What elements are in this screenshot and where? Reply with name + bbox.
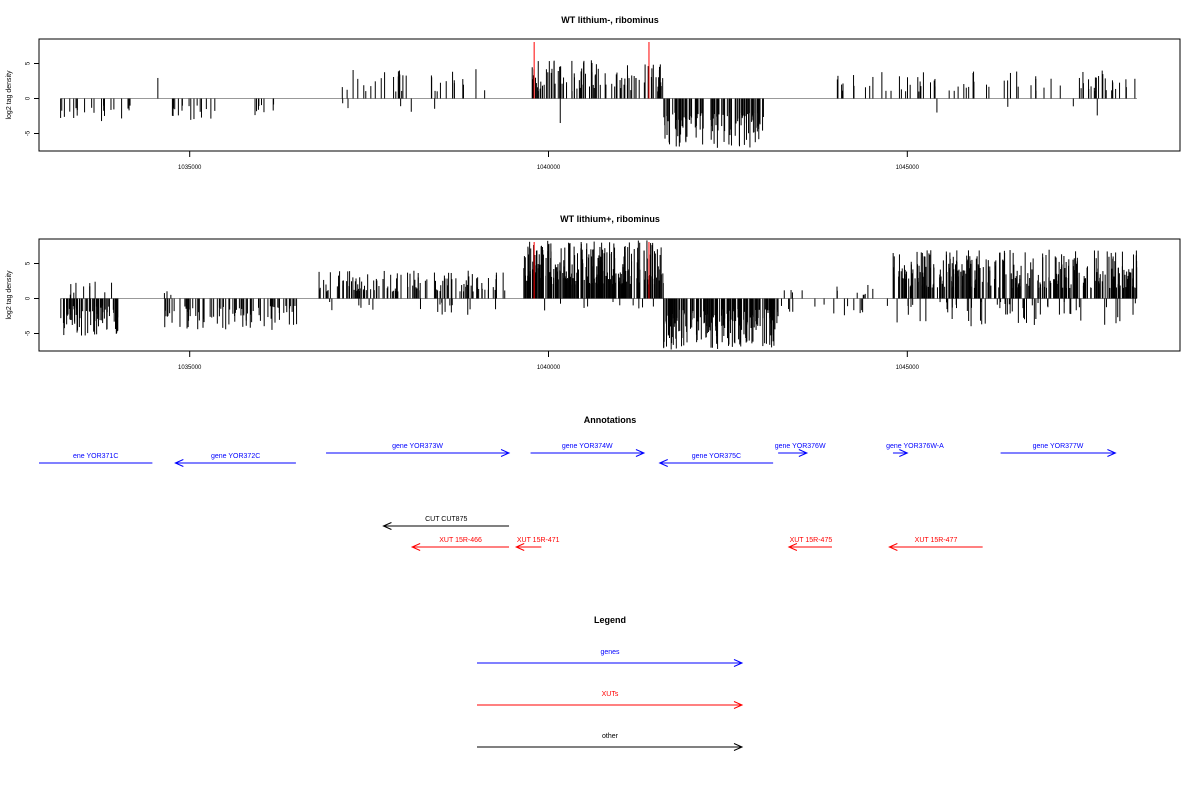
gene-feature-arrowhead xyxy=(174,459,184,467)
gene-feature-label: gene YOR375C xyxy=(692,453,741,460)
x-tick-label: 1035000 xyxy=(178,165,202,171)
y-axis: 5 0 -5 xyxy=(26,261,39,336)
track-panel-lithium-minus: WT lithium-, ribominus log2 tag density … xyxy=(6,15,1181,171)
xut-feature-label: XUT 15R-477 xyxy=(915,537,958,544)
cut-feature: CUT CUT875 xyxy=(382,516,510,530)
legend-label: other xyxy=(602,733,619,740)
gene-feature: gene YOR374W xyxy=(530,443,646,457)
panel-title: WT lithium+, ribominus xyxy=(560,214,660,224)
gene-feature: gene YOR376W xyxy=(775,443,826,457)
gene-feature-arrowhead xyxy=(899,449,909,457)
panel-title: WT lithium-, ribominus xyxy=(561,15,659,25)
gene-feature-label: gene YOR377W xyxy=(1033,443,1084,450)
gene-feature-arrowhead xyxy=(658,459,668,467)
legend-arrow-arrowhead xyxy=(733,701,744,709)
x-tick-label: 1035000 xyxy=(178,365,202,371)
xut-feature-arrowhead xyxy=(787,543,798,551)
annotations-title: Annotations xyxy=(584,415,637,425)
legend-items: genes XUTs other xyxy=(477,649,744,751)
xut-feature-arrowhead xyxy=(888,543,898,551)
track-panel-lithium-plus: WT lithium+, ribominus log2 tag density … xyxy=(6,214,1181,371)
y-axis: 5 0 -5 xyxy=(26,61,39,136)
x-tick-label: 1045000 xyxy=(896,365,920,371)
gene-feature-arrowhead xyxy=(500,449,511,457)
xut-feature-arrowhead xyxy=(514,543,525,551)
legend-item: XUTs xyxy=(477,691,744,709)
plot-frame xyxy=(38,238,1181,352)
y-tick-label: 0 xyxy=(26,96,32,100)
gene-feature: gene YOR377W xyxy=(1000,443,1117,457)
xut-feature: XUT 15R-477 xyxy=(888,537,983,551)
y-tick-label: -5 xyxy=(26,330,32,336)
gene-feature: ene YOR371C xyxy=(39,453,153,464)
y-axis-label: log2 tag density xyxy=(6,270,13,320)
legend-arrow-arrowhead xyxy=(733,659,744,667)
gene-feature-label: gene YOR374W xyxy=(562,443,613,450)
xut-feature-arrowhead xyxy=(410,543,421,551)
gene-feature: gene YOR373W xyxy=(326,443,511,457)
gene-feature-label: ene YOR371C xyxy=(73,453,118,460)
legend-item: genes xyxy=(477,649,744,667)
x-axis: 1035000 1040000 1045000 xyxy=(178,351,920,371)
x-axis: 1035000 1040000 1045000 xyxy=(178,151,920,171)
legend-title: Legend xyxy=(594,615,626,625)
xut-feature-label: XUT 15R-471 xyxy=(517,537,560,544)
y-tick-label: 5 xyxy=(26,61,32,65)
y-tick-label: 5 xyxy=(26,261,32,265)
x-tick-label: 1045000 xyxy=(896,165,920,171)
legend-item: other xyxy=(477,733,744,751)
plot-frame xyxy=(38,38,1181,152)
y-tick-label: 0 xyxy=(26,296,32,300)
signal-bars xyxy=(60,240,1138,350)
gene-feature-label: gene YOR373W xyxy=(392,443,443,450)
xut-feature: XUT 15R-466 xyxy=(410,537,510,551)
y-tick-label: -5 xyxy=(26,130,32,136)
cut-feature-label: CUT CUT875 xyxy=(425,516,467,523)
gene-feature-arrowhead xyxy=(1107,449,1117,457)
gene-feature-label: gene YOR376W xyxy=(775,443,826,450)
gene-feature-arrowhead xyxy=(798,449,809,457)
xut-feature-label: XUT 15R-466 xyxy=(439,537,482,544)
xut-feature: XUT 15R-471 xyxy=(514,537,560,551)
legend-label: XUTs xyxy=(602,691,619,698)
annotation-features: ene YOR371C gene YOR372C gene YOR373W gene … xyxy=(39,443,1117,551)
cut-feature-arrowhead xyxy=(382,522,392,530)
gene-feature: gene YOR375C xyxy=(658,453,774,467)
legend-arrow-arrowhead xyxy=(733,743,744,751)
y-axis-label: log2 tag density xyxy=(6,70,13,120)
xut-feature: XUT 15R-475 xyxy=(787,537,833,551)
xut-feature-label: XUT 15R-475 xyxy=(790,537,833,544)
annotations-panel: Annotations ene YOR371C gene YOR372C gene … xyxy=(39,415,1117,551)
gene-feature: gene YOR376W-A xyxy=(886,443,944,457)
signal-bars xyxy=(60,42,1137,148)
gene-feature: gene YOR372C xyxy=(174,453,296,467)
x-tick-label: 1040000 xyxy=(537,165,561,171)
gene-feature-label: gene YOR372C xyxy=(211,453,260,460)
x-tick-label: 1040000 xyxy=(537,365,561,371)
legend-label: genes xyxy=(600,649,620,656)
gene-feature-label: gene YOR376W-A xyxy=(886,443,944,450)
gene-feature-arrowhead xyxy=(635,449,646,457)
legend: Legend genes XUTs other xyxy=(477,615,744,751)
